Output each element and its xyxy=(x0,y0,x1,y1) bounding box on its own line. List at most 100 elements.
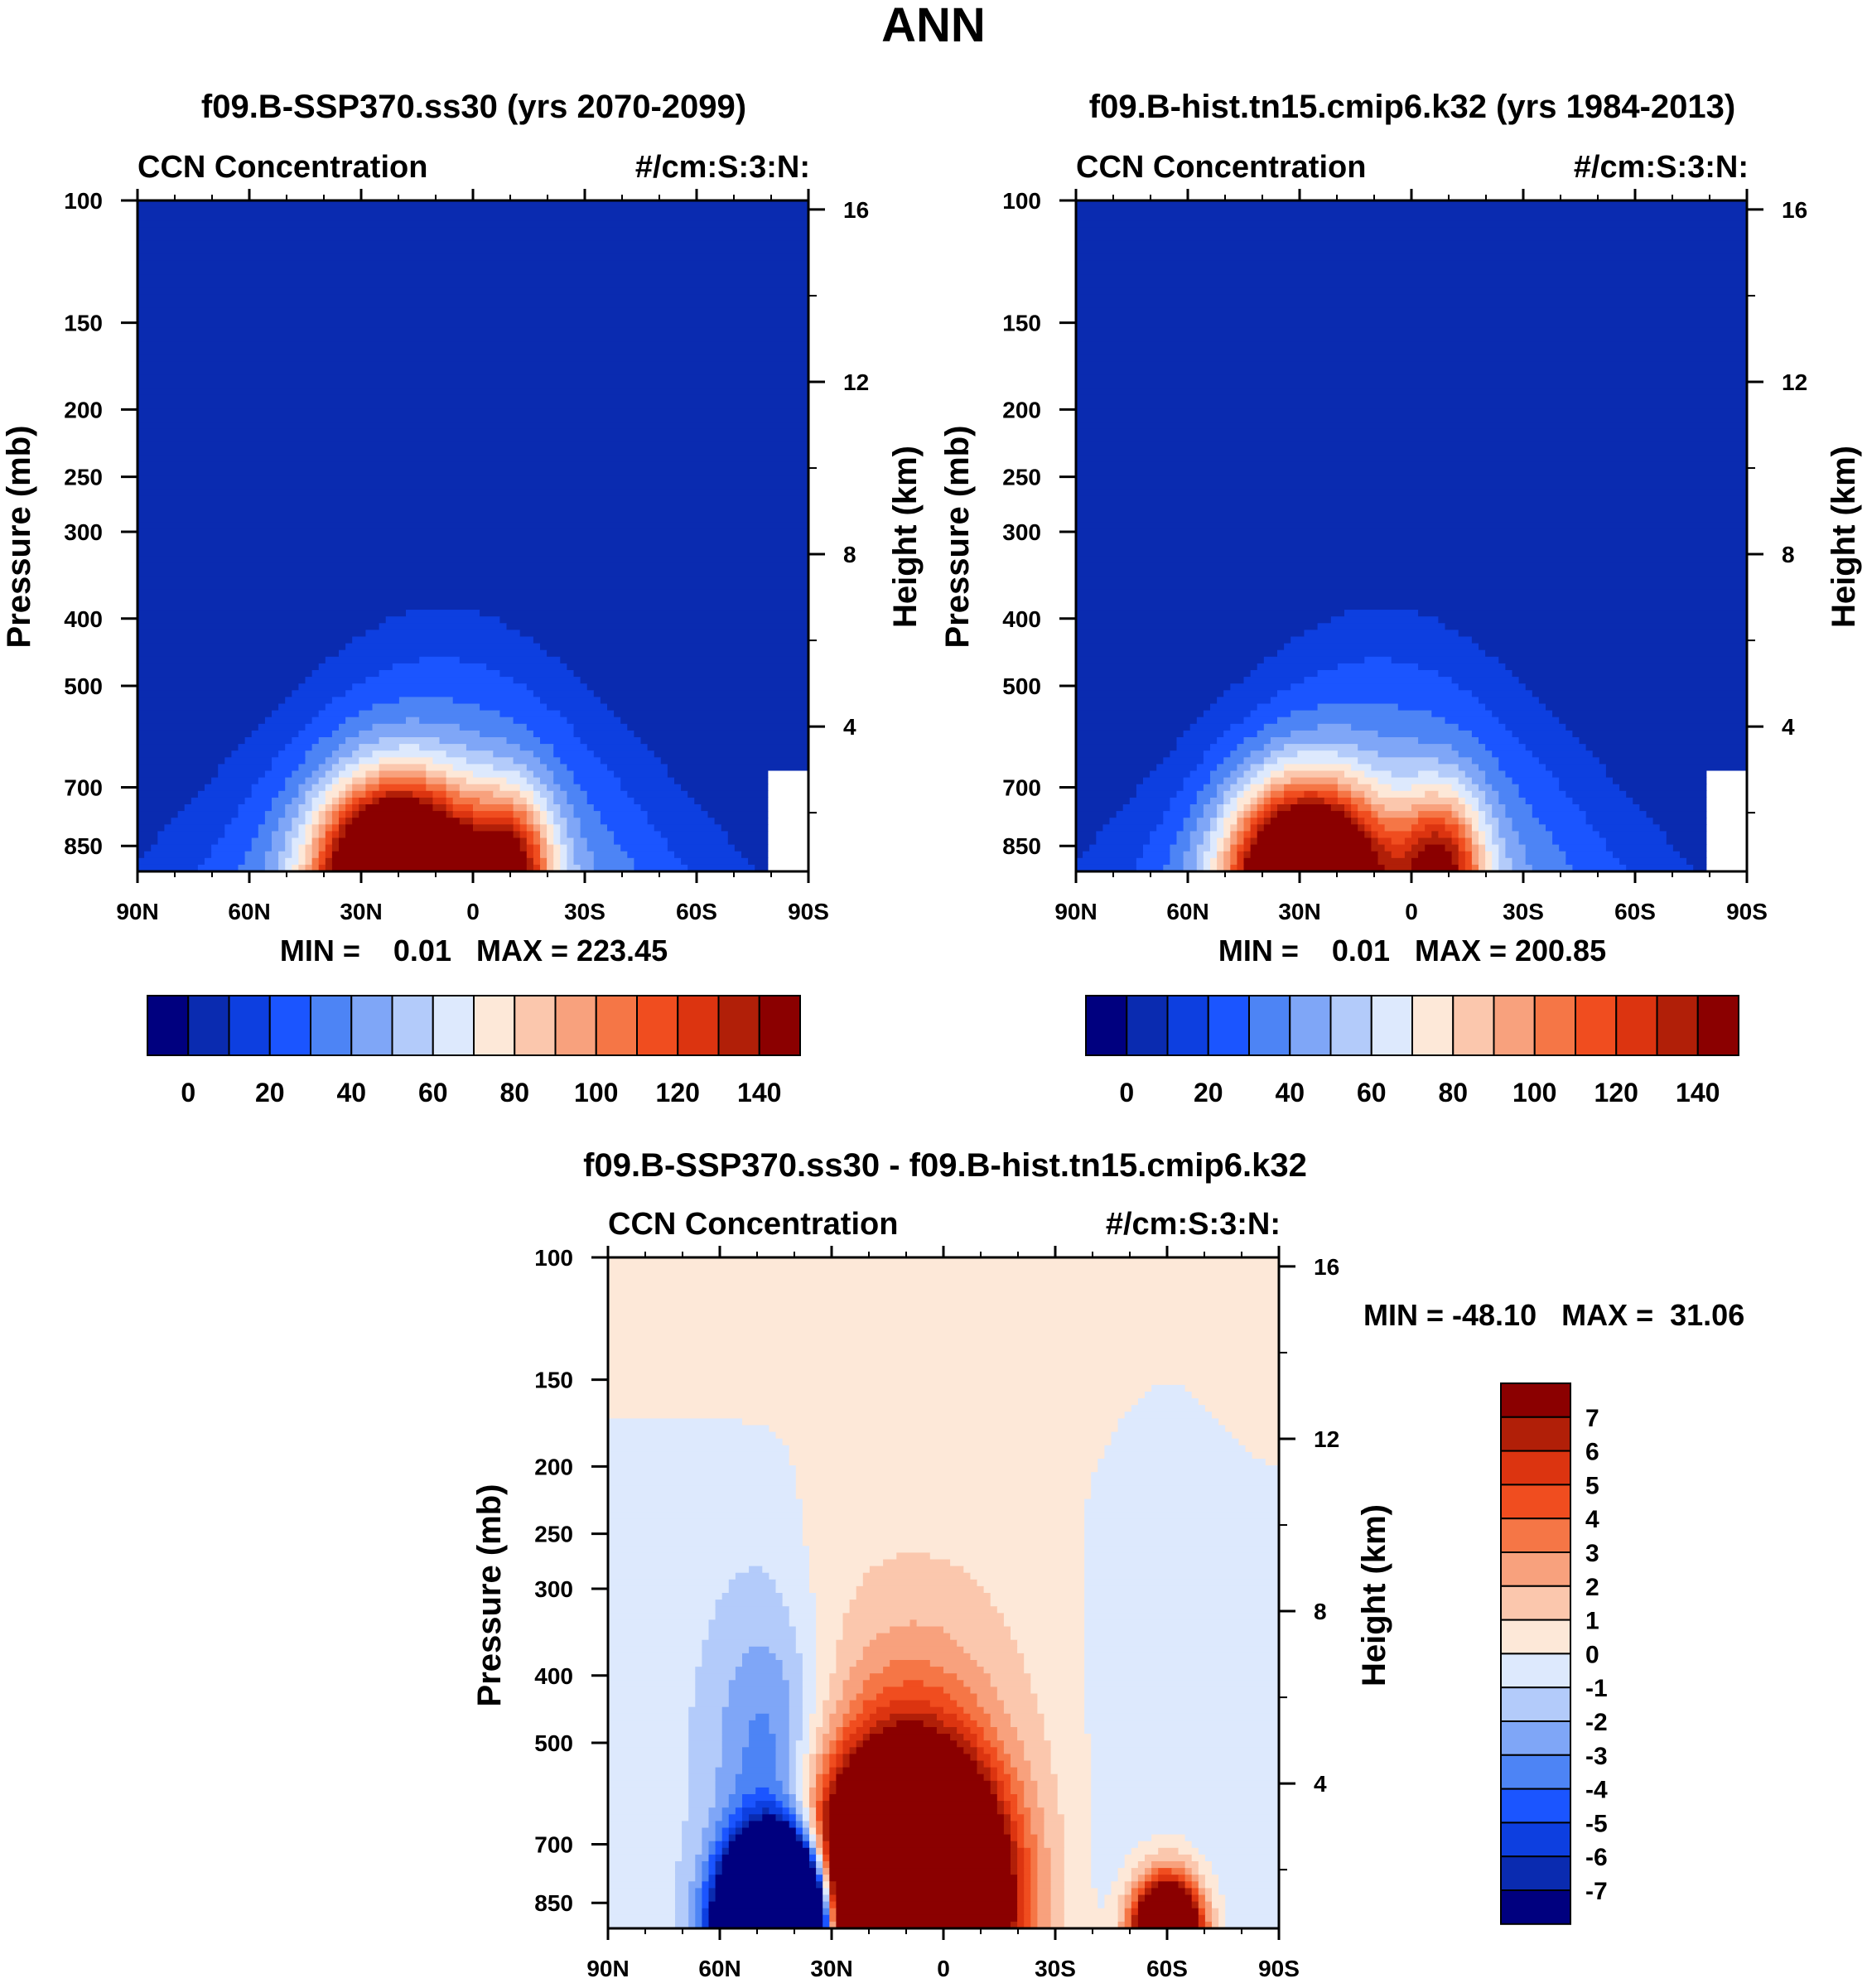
contour-cell xyxy=(768,864,808,871)
contour-cell xyxy=(1084,1727,1279,1735)
contour-cell xyxy=(608,1894,676,1903)
contour-cell xyxy=(1605,764,1747,772)
contour-cell xyxy=(1076,556,1747,563)
contour-cell xyxy=(608,1626,710,1634)
contour-cell xyxy=(1198,1908,1206,1916)
contour-cell xyxy=(823,1881,830,1889)
contour-cell xyxy=(667,764,808,772)
contour-cell xyxy=(1017,1875,1025,1882)
contour-cell xyxy=(533,750,554,758)
contour-cell xyxy=(238,864,266,871)
contour-cell xyxy=(318,663,393,671)
contour-cell xyxy=(137,770,219,779)
contour-cell xyxy=(775,1653,803,1661)
contour-cell xyxy=(1011,1834,1018,1842)
contour-cell xyxy=(1337,784,1352,792)
contour-cell xyxy=(526,851,534,859)
colorbar-swatch xyxy=(432,995,475,1056)
contour-cell xyxy=(1076,770,1151,779)
contour-cell xyxy=(1706,811,1747,818)
contour-cell xyxy=(452,811,474,818)
contour-cell xyxy=(1243,790,1258,799)
contour-cell xyxy=(809,1827,817,1836)
contour-cell xyxy=(990,1600,1085,1607)
contour-cell xyxy=(688,1706,723,1715)
contour-cell xyxy=(1076,515,1747,524)
contour-cell xyxy=(1464,797,1479,805)
contour-cell xyxy=(1485,831,1493,839)
contour-cell xyxy=(1183,864,1198,871)
contour-cell xyxy=(916,1619,1005,1628)
colorbar-swatch xyxy=(1500,1416,1571,1452)
contour-cell xyxy=(1230,857,1237,866)
contour-cell xyxy=(1464,784,1479,792)
contour-cell xyxy=(318,710,359,718)
contour-cell xyxy=(1263,757,1278,765)
contour-cell xyxy=(802,1821,810,1829)
contour-cell xyxy=(802,1827,810,1836)
contour-cell xyxy=(608,1653,702,1661)
contour-cell xyxy=(1124,1901,1132,1909)
contour-cell xyxy=(1044,1841,1065,1849)
contour-cell xyxy=(943,1686,971,1695)
contour-cell xyxy=(1659,824,1707,832)
contour-cell xyxy=(446,784,461,792)
contour-cell xyxy=(943,1667,985,1674)
contour-cell xyxy=(1116,811,1164,818)
contour-cell xyxy=(1076,744,1178,751)
contour-cell xyxy=(365,677,514,684)
contour-cell xyxy=(728,1841,803,1849)
contour-cell xyxy=(137,857,205,866)
contour-field xyxy=(137,200,808,871)
contour-cell xyxy=(372,723,461,731)
contour-cell xyxy=(608,1593,723,1600)
colorbar-label: 80 xyxy=(499,1078,529,1107)
contour-cell xyxy=(298,790,306,799)
contour-cell xyxy=(1250,844,1372,852)
contour-cell xyxy=(137,576,808,584)
contour-cell xyxy=(1270,737,1419,745)
contour-cell xyxy=(339,811,346,818)
y-tick-label: 500 xyxy=(64,673,103,699)
contour-cell xyxy=(809,1559,884,1567)
contour-cell xyxy=(728,1700,790,1708)
contour-cell xyxy=(614,837,668,846)
contour-cell xyxy=(1145,1854,1193,1862)
contour-cell xyxy=(1076,301,1747,309)
contour-cell xyxy=(318,857,326,866)
contour-cell xyxy=(782,1780,790,1788)
contour-cell xyxy=(1351,764,1372,772)
left-string: CCN Concentration xyxy=(137,150,427,185)
contour-cell xyxy=(721,1754,743,1762)
contour-cell xyxy=(553,831,561,839)
contour-cell xyxy=(1196,864,1204,871)
contour-cell xyxy=(1646,811,1707,818)
contour-cell xyxy=(608,1619,710,1628)
contour-cell xyxy=(1084,1539,1279,1546)
contour-cell xyxy=(452,764,494,772)
colorbar-swatch xyxy=(1126,995,1169,1056)
contour-cell xyxy=(816,1639,837,1648)
contour-cell xyxy=(1344,770,1365,779)
contour-cell xyxy=(1237,831,1245,839)
contour-cell xyxy=(533,864,541,871)
contour-cell xyxy=(1198,1868,1213,1875)
contour-cell xyxy=(721,1727,750,1735)
contour-cell xyxy=(1418,811,1453,818)
contour-cell xyxy=(540,818,548,825)
contour-cell xyxy=(715,1894,823,1903)
contour-cell xyxy=(1011,1841,1018,1849)
contour-cell xyxy=(708,1807,723,1815)
contour-cell xyxy=(667,844,736,852)
contour-cell xyxy=(608,1667,696,1674)
contour-cell xyxy=(795,1807,803,1815)
contour-cell xyxy=(688,1754,723,1762)
contour-cell xyxy=(809,1734,817,1741)
contour-cell xyxy=(1196,790,1218,799)
contour-cell xyxy=(816,1780,823,1788)
contour-cell xyxy=(849,1747,857,1754)
contour-cell xyxy=(137,408,808,416)
contour-cell xyxy=(608,1700,696,1708)
contour-cell xyxy=(608,1606,716,1614)
contour-cell xyxy=(1137,1908,1199,1916)
